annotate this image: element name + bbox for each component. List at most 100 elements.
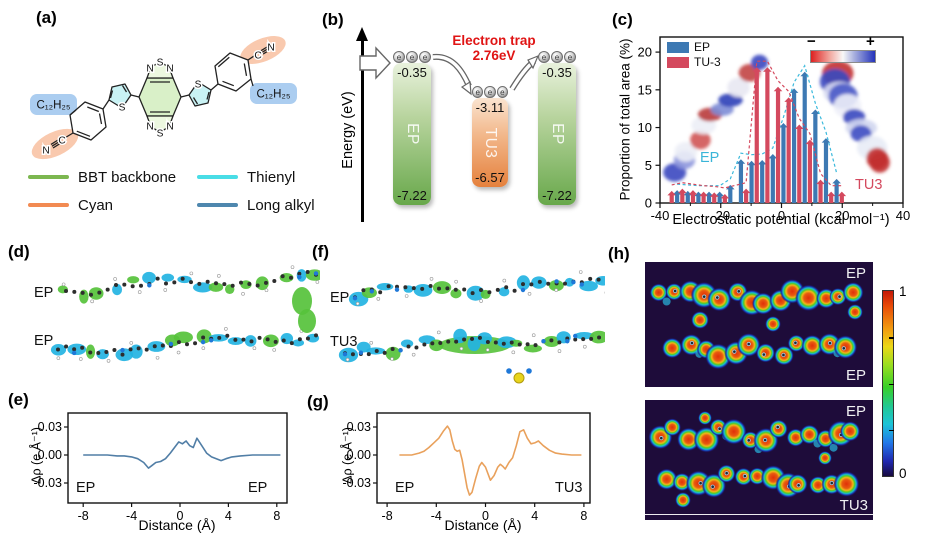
hydrogen-dot	[376, 297, 381, 301]
atom-dot	[374, 348, 379, 353]
hydrogen-dot	[502, 278, 507, 283]
legend-line-bbt	[28, 175, 69, 179]
atom-ring-marker	[689, 340, 695, 346]
histogram-bar-EP	[800, 71, 810, 203]
panel-d-isosurface-ep-ep: (d) EP EP	[0, 235, 320, 388]
electron-icon: e	[538, 51, 550, 63]
atom-dot	[504, 285, 509, 290]
colorbar-minus-label: −	[807, 33, 816, 50]
nitrogen-dot	[394, 287, 400, 292]
hydrogen-dot	[78, 357, 83, 361]
atom-dot	[428, 283, 433, 288]
hydrogen-dot	[272, 348, 277, 352]
bbt-core-ring	[138, 77, 182, 117]
atom-dot	[537, 279, 542, 284]
electron-icon: e	[419, 51, 431, 63]
atom-dot	[72, 289, 77, 294]
atom-dot	[406, 344, 411, 349]
nitrogen-dot	[571, 280, 576, 285]
atom-dot	[297, 271, 302, 276]
c-inset-label-ep: EP	[700, 150, 720, 166]
energy-level-ep-left: -0.35 EP -7.22	[393, 63, 431, 205]
atom-dot	[280, 274, 285, 279]
atom-ring-marker	[746, 341, 751, 347]
e-y-axis-label: Δρ (e Å⁻¹)	[29, 427, 44, 484]
thiadiazole-top	[146, 61, 174, 79]
atom-ring-marker	[673, 288, 678, 294]
thiadiazole-bottom	[146, 115, 174, 133]
histogram-bar-EP	[672, 190, 682, 203]
atom-dot	[273, 339, 278, 344]
atom-dot	[189, 280, 193, 285]
histogram-bar-EP	[768, 153, 778, 203]
h-bottom-label-1: EP	[845, 403, 866, 420]
sulfur-atom	[513, 372, 525, 384]
triple-bond-right	[260, 46, 270, 55]
g-x-axis-label: Distance (Å)	[444, 517, 522, 533]
c-x-tick-label: 40	[896, 208, 910, 223]
histogram-bar-TU-3	[773, 86, 783, 203]
atom-dot	[264, 280, 268, 285]
e-inside-label-right: EP	[248, 480, 268, 496]
colorbar-tick	[889, 337, 894, 339]
atom-dot	[225, 333, 230, 338]
trap-title: Electron trap	[452, 33, 536, 48]
trap-arrow-1	[432, 55, 471, 87]
atom-ring-marker	[837, 294, 842, 299]
panel-f-isosurface-ep-tu3: (f) EP TU3	[305, 235, 605, 388]
atom-ring-marker	[736, 289, 741, 294]
hydrogen-dot	[290, 265, 295, 269]
legend-item-alkyl: Long alkyl	[197, 197, 315, 214]
elf-blob	[833, 470, 860, 497]
atom-dot	[257, 335, 262, 340]
atom-dot	[350, 352, 355, 357]
elf-blob	[799, 424, 820, 445]
c-y-tick-label: 5	[645, 158, 652, 173]
histogram-bar-TU-3	[763, 67, 772, 203]
legend-line-alkyl	[197, 203, 238, 207]
atom-dot	[446, 339, 451, 344]
atom-dot	[180, 276, 185, 281]
histogram-bar-EP	[747, 160, 756, 203]
x-tick-label: -8	[78, 509, 89, 523]
atom-dot	[89, 292, 93, 297]
d-label-top: EP	[34, 285, 54, 301]
isosurface-blob	[161, 273, 175, 282]
colorbar-plus-label: +	[866, 33, 875, 50]
histogram-bar-EP	[757, 159, 767, 203]
atom-dot	[512, 288, 517, 293]
nitrogen-dot	[71, 350, 77, 356]
hydrogen-dot	[224, 327, 228, 331]
hydrogen-dot	[217, 274, 221, 278]
lumo-value: -0.35	[397, 65, 427, 80]
histogram-bar-EP	[821, 138, 831, 203]
atom-ring-marker	[659, 436, 664, 441]
h-top-label-1: EP	[845, 265, 866, 282]
hydrogen-dot	[554, 288, 559, 292]
f-label-top: EP	[330, 290, 350, 306]
c-legend-label-tu3: TU-3	[694, 55, 721, 69]
x-tick-label: 4	[531, 509, 538, 523]
atom-dot	[120, 352, 125, 357]
atom-label-n: N	[146, 64, 153, 75]
atom-dot	[462, 337, 467, 342]
hydrogen-dot	[355, 301, 360, 306]
atom-label-n: N	[166, 64, 173, 75]
hydrogen-dot	[155, 355, 160, 360]
hydrogen-dot	[163, 288, 168, 292]
atom-ring-marker	[732, 349, 737, 354]
atom-dot	[596, 277, 601, 282]
elf-blob	[705, 343, 732, 370]
hydrogen-dot	[241, 292, 245, 296]
atom-dot	[64, 288, 68, 293]
x-tick-label: 0	[177, 509, 184, 523]
atom-ring-marker	[715, 295, 720, 300]
panel-label-d: (d)	[8, 242, 30, 261]
atom-dot	[139, 283, 143, 288]
hydrogen-dot	[527, 292, 532, 296]
hydrogen-dot	[189, 271, 194, 276]
histogram-bar-EP	[726, 184, 735, 203]
nitrogen-dot	[554, 279, 559, 284]
atom-dot	[453, 287, 458, 292]
hydrogen-dot	[315, 280, 320, 284]
